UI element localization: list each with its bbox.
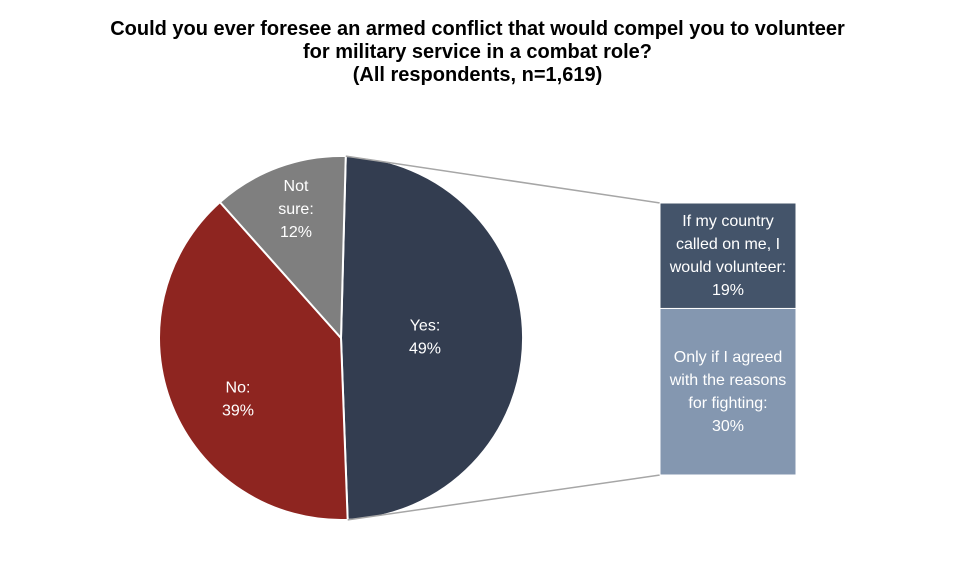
slice-no-label-line: No:: [226, 380, 251, 397]
bar-segment-only-if-agreed-label-line: with the reasons: [669, 372, 787, 389]
chart-title-line-2: for military service in a combat role?: [302, 41, 652, 63]
connector-line-bottom: [347, 474, 661, 521]
bar-segment-only-if-agreed-label: Only if I agreed with the reasons for figh…: [669, 349, 787, 435]
slice-no: [158, 200, 349, 521]
slice-not-sure-label-line: sure:: [278, 201, 314, 218]
bar-segment-volunteer-if-called-label-line: would volunteer:: [669, 259, 787, 276]
chart-title-line-1: Could you ever foresee an armed conflict…: [110, 18, 845, 40]
slice-not-sure-label: Not sure: 12%: [278, 178, 314, 241]
bar-segment-volunteer-if-called-label: If my country called on me, I would volunt…: [669, 213, 787, 299]
slice-yes-label-line: 49%: [409, 341, 441, 358]
bar-segment-only-if-agreed-label-line: Only if I agreed: [674, 349, 783, 366]
slice-yes-label: Yes: 49%: [409, 318, 441, 358]
slice-no-label-line: 39%: [222, 403, 254, 420]
slice-yes-label-line: Yes:: [410, 318, 441, 335]
bar-segment-volunteer-if-called: [659, 202, 797, 309]
chart-title: Could you ever foresee an armed conflict…: [0, 18, 955, 87]
bar-segment-only-if-agreed: [659, 307, 797, 476]
bar-segment-volunteer-if-called-label-line: 19%: [712, 282, 744, 299]
chart-title-line-3: (All respondents, n=1,619): [352, 64, 603, 86]
slice-no-label: No: 39%: [222, 380, 254, 420]
slice-yes: [339, 155, 525, 521]
slice-not-sure-label-line: 12%: [280, 224, 312, 241]
bar-segment-only-if-agreed-label-line: 30%: [712, 418, 744, 435]
bar-segment-only-if-agreed-label-line: for fighting:: [688, 395, 767, 412]
connector-line-top: [345, 155, 661, 204]
bar-segment-volunteer-if-called-label-line: If my country: [682, 213, 774, 230]
slice-not-sure: [218, 155, 347, 341]
bar-segment-volunteer-if-called-label-line: called on me, I: [676, 236, 780, 253]
slice-not-sure-label-line: Not: [284, 178, 309, 195]
